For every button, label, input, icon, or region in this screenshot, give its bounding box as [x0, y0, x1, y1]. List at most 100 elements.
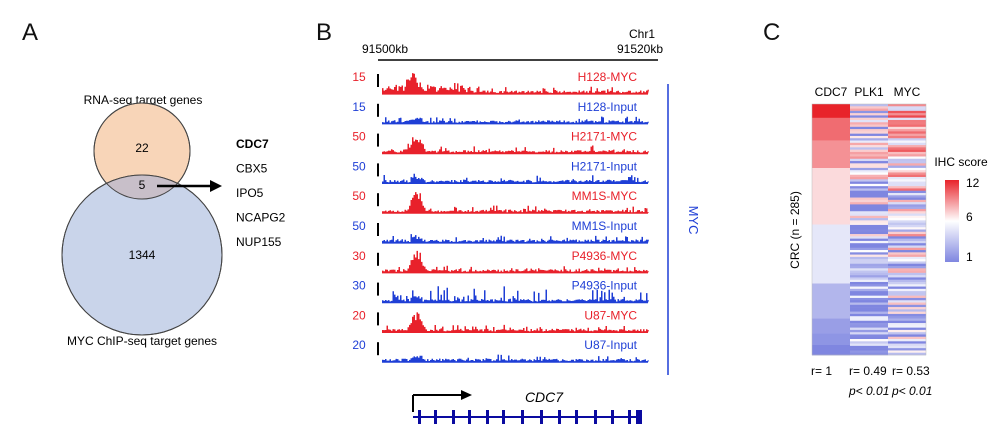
track-p4936-input: 30 P4936-Input: [352, 279, 649, 304]
heatmap-cell-plk1: [850, 177, 888, 180]
track-scale: 50: [352, 189, 366, 203]
exon: [611, 410, 614, 424]
heatmap-cell-myc: [888, 151, 926, 155]
heatmap-cell-myc: [888, 297, 926, 301]
track-scale: 15: [352, 70, 366, 84]
track-signal: [382, 354, 649, 363]
heatmap-cell-myc: [888, 124, 926, 128]
legend-tick-label: 6: [966, 210, 973, 224]
heatmap-cell-myc: [888, 183, 926, 187]
heatmap-cell-plk1: [850, 208, 888, 212]
track-signal: [382, 173, 649, 184]
track-scale: 20: [352, 308, 366, 322]
heatmap-cell-myc: [888, 115, 926, 118]
heatmap-cell-myc: [888, 181, 926, 185]
heatmap-cell-plk1: [850, 252, 888, 255]
heatmap-cell-plk1: [850, 348, 888, 351]
heatmap-cell-plk1: [850, 186, 888, 189]
exon: [558, 410, 561, 424]
legend-ticks: 12 6 1: [966, 176, 980, 264]
heatmap-cell-plk1: [850, 293, 888, 296]
heatmap-cell-plk1: [850, 243, 888, 246]
panel-a-letter: A: [22, 19, 38, 46]
heatmap-cell-myc: [888, 202, 926, 205]
heatmap-cell-myc: [888, 293, 926, 296]
overlap-gene-list: CDC7 CBX5 IPO5 NCAPG2 NUP155: [236, 137, 286, 249]
heatmap-cell-myc: [888, 304, 926, 308]
heatmap-cell-plk1: [850, 170, 888, 173]
heatmap-cell-plk1: [850, 318, 888, 322]
heatmap-cell-myc: [888, 327, 926, 331]
heatmap-cell-myc: [888, 110, 926, 114]
heatmap-cell-plk1: [850, 295, 888, 299]
heatmap-cell-myc: [888, 199, 926, 203]
heatmap-cell-myc: [888, 266, 926, 269]
gene-exons: [418, 410, 642, 424]
heatmap-cell-myc: [888, 229, 926, 233]
heatmap-cell-plk1: [850, 279, 888, 283]
heatmap-cell-myc: [888, 135, 926, 139]
heatmap-cell-myc: [888, 329, 926, 333]
heatmap-cell-plk1: [850, 140, 888, 144]
heatmap-cell-plk1: [850, 151, 888, 155]
heatmap-cell-plk1: [850, 302, 888, 306]
heatmap-cell-myc: [888, 206, 926, 210]
heatmap-cell-myc: [888, 286, 926, 290]
correlation-p: p< 0.01: [848, 384, 889, 398]
venn-rna-only-count: 22: [135, 141, 149, 155]
exon: [486, 410, 489, 424]
heatmap-cell-plk1: [850, 192, 888, 196]
heatmap-cell-plk1: [850, 323, 888, 326]
heatmap-cell-myc: [888, 195, 926, 198]
heatmap-cell-plk1: [850, 277, 888, 280]
heatmap-cell-plk1: [850, 156, 888, 160]
correlation-p: p< 0.01: [891, 384, 932, 398]
exon: [434, 410, 437, 424]
track-label: H128-MYC: [578, 70, 638, 84]
heatmap-cell-myc: [888, 149, 926, 153]
panel-b-letter: B: [316, 19, 332, 46]
heatmap-cell-myc: [888, 256, 926, 260]
heatmap-cell-myc: [888, 172, 926, 176]
heatmap-cell-plk1: [850, 174, 888, 178]
heatmap-cell-myc: [888, 275, 926, 278]
gene-list-item: IPO5: [236, 186, 264, 200]
correlation-r: r= 0.49: [849, 364, 887, 378]
heatmap-cell-myc: [888, 336, 926, 340]
heatmap-cell-myc: [888, 145, 926, 148]
heatmap-cell-myc: [888, 345, 926, 349]
heatmap-cell-plk1: [850, 211, 888, 214]
heatmap-cell-myc: [888, 179, 926, 182]
track-scale: 20: [352, 338, 366, 352]
heatmap-cell-plk1: [850, 135, 888, 139]
heatmap-cell-myc: [888, 156, 926, 160]
venn-bottom-label: MYC ChIP-seq target genes: [67, 334, 217, 348]
heatmap-cell-plk1: [850, 247, 888, 251]
heatmap-cell-plk1: [850, 275, 888, 278]
heatmap-cell-plk1: [850, 270, 888, 274]
heatmap-cell-plk1: [850, 284, 888, 287]
heatmap-cell-plk1: [850, 199, 888, 203]
track-label: MM1S-Input: [572, 219, 638, 233]
heatmap-cell-plk1: [850, 345, 888, 349]
heatmap-cell-plk1: [850, 183, 888, 187]
heatmap-cell-plk1: [850, 163, 888, 166]
heatmap-cell-myc: [888, 161, 926, 164]
heatmap-cell-myc: [888, 204, 926, 207]
heatmap-cell-plk1: [850, 336, 888, 340]
track-h128-input: 15 H128-Input: [352, 100, 649, 125]
heatmap-cell-myc: [888, 147, 926, 150]
venn-overlap-count: 5: [139, 178, 146, 192]
heatmap-cell-myc: [888, 300, 926, 303]
heatmap-cell-plk1: [850, 165, 888, 169]
heatmap-cell-myc: [888, 222, 926, 226]
heatmap-cell-plk1: [850, 181, 888, 185]
heatmap-cell-myc: [888, 117, 926, 121]
heatmap-cell-cdc7: [812, 168, 850, 225]
heatmap-cell-myc: [888, 250, 926, 253]
heatmap-cell-plk1: [850, 256, 888, 260]
heatmap-cell-plk1: [850, 158, 888, 162]
track-u87-input: 20 U87-Input: [352, 338, 649, 363]
heatmap-cell-myc: [888, 240, 926, 244]
